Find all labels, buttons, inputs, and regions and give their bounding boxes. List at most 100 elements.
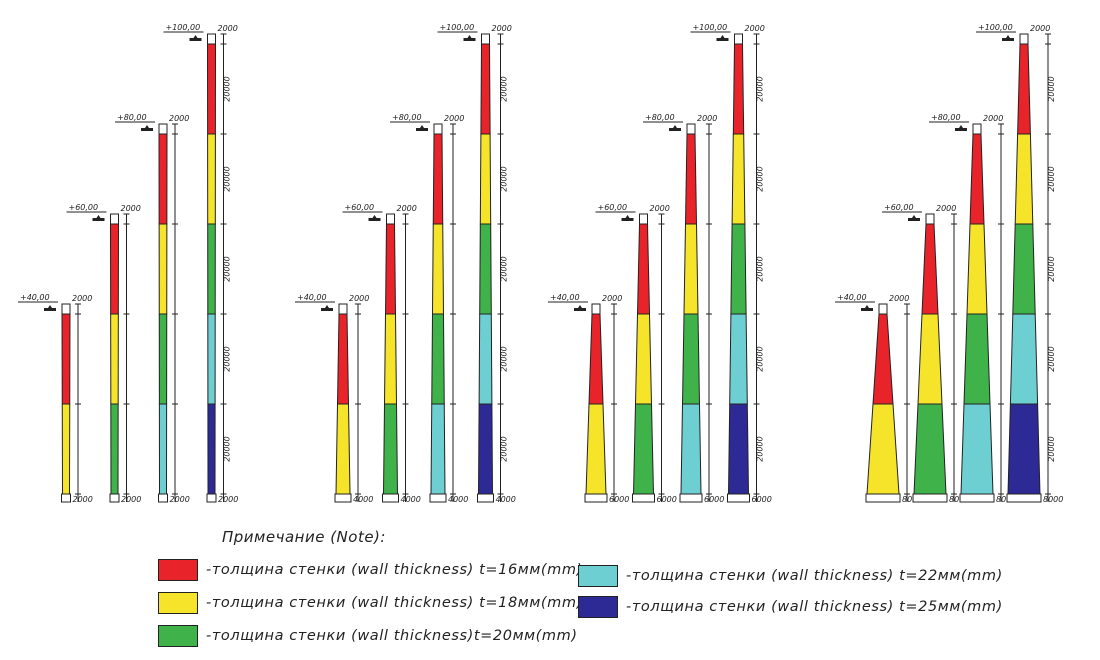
elevation-label: +60,00 [598,203,628,212]
tower-4000-+40,00: 4000 +40,00 2000 [295,293,373,504]
tower-segment-t20 [681,313,701,405]
tower-base-stub [584,493,608,503]
legend-swatch-t22 [578,565,618,587]
top-dim-label: 2000 [444,114,464,123]
tower-segment-t16 [732,43,745,135]
elevation-marker-base [321,308,333,311]
top-dim-label: 2000 [349,294,369,303]
tower-4000-+100,00: 4000 +100,00 2000 20000 20000 20000 20000 20000 [437,23,516,504]
tower-base-stub [727,493,750,503]
base-width-label: 8000 [902,495,922,504]
tower-segment-t18 [1014,133,1034,225]
tower-segment-t18 [731,133,746,225]
legend-label-t18: -толщина стенки (wall thickness) t=18мм(… [206,595,583,611]
tower-segment-t22 [478,313,493,405]
tower-segment-t20 [207,223,216,315]
elevation-label: +100,00 [978,23,1013,32]
elevation-label: +40,00 [837,293,867,302]
segment-dim-label: 20000 [223,346,232,371]
tower-segment-t18 [158,223,168,315]
top-dim-label: 2000 [169,114,189,123]
elevation-label: +100,00 [693,23,728,32]
base-width-label: 2000 [218,495,238,504]
tower-4000-+60,00: 4000 +60,00 2000 [342,203,421,504]
tower-segment-t16 [158,133,168,225]
tower-segment-t18 [110,313,119,405]
tower-2000-+80,00: 2000 +80,00 2000 [115,113,190,504]
tower-cap [686,123,696,135]
tower-base-stub [679,493,703,503]
legend-label-t25: -толщина стенки (wall thickness) t=25мм(… [626,599,1003,615]
tower-cap [158,123,168,135]
tower-cap [1019,33,1029,45]
top-dim-label: 2000 [983,114,1003,123]
segment-dim-label: 20000 [223,256,232,281]
tower-6000-+80,00: 6000 +80,00 2000 [643,113,724,504]
base-width-label: 4000 [496,495,516,504]
tower-segment-t20 [1012,223,1036,315]
tower-6000-+100,00: 6000 +100,00 2000 20000 20000 20000 20000 20000 [690,23,772,504]
tower-segment-t18 [966,223,988,315]
top-dim-label: 2000 [492,24,512,33]
tower-base-stub [477,493,494,503]
tower-base-stub [206,493,217,503]
tower-segment-t22 [158,403,168,495]
tower-segment-t25 [727,403,750,495]
elevation-marker-base [141,128,153,131]
tower-segment-t20 [730,223,747,315]
tower-8000-+100,00: 8000 +100,00 2000 20000 20000 20000 20000 20000 [976,23,1063,504]
top-dim-label: 2000 [889,294,909,303]
tower-segment-t16 [336,313,350,405]
tower-segment-t20 [479,223,492,315]
elevation-marker-base [955,128,967,131]
segment-dim-label: 20000 [223,436,232,461]
elevation-label: +80,00 [117,113,147,122]
elevation-marker-base [368,218,381,221]
tower-segment-t20 [632,403,655,495]
top-dim-label: 2000 [602,294,622,303]
base-width-label: 2000 [73,495,93,504]
tower-cap [338,303,348,315]
legend-label-t22: -толщина стенки (wall thickness) t=22мм(… [626,568,1003,584]
base-width-label: 4000 [448,495,468,504]
base-width-label: 8000 [996,495,1016,504]
tower-segment-t16 [61,313,71,405]
elevation-marker-base [574,308,586,311]
top-dim-label: 2000 [72,294,92,303]
top-dim-label: 2000 [1030,24,1050,33]
tower-segment-t16 [109,223,120,315]
elevation-label: +80,00 [645,113,675,122]
base-width-label: 2000 [170,495,190,504]
top-dim-label: 2000 [745,24,765,33]
top-dim-label: 2000 [697,114,717,123]
tower-base-stub [865,493,901,503]
segment-dim-label: 20000 [223,166,232,191]
tower-group-8000: 8000 +40,00 2000 8000 +60,00 2000 8000 +80,00 20… [835,23,1063,504]
tower-segment-t20 [431,313,445,405]
elevation-label: +60,00 [69,203,99,212]
legend-swatch-t20 [158,625,198,647]
tower-segment-t22 [430,403,446,495]
tower-segment-t16 [588,313,604,405]
tower-segment-t18 [431,223,445,315]
elevation-marker-base [1002,38,1014,41]
tower-base-stub [158,493,168,503]
tower-segment-t22 [207,313,216,405]
tower-base-stub [61,493,71,503]
segment-dim-label: 20000 [1047,346,1056,371]
segment-dim-label: 20000 [1047,436,1056,461]
elevation-marker-base [621,218,634,221]
tower-segment-t18 [383,313,398,405]
tower-segment-t16 [432,133,444,225]
segment-dim-label: 20000 [500,76,509,101]
tower-segment-t20 [158,313,168,405]
base-width-label: 6000 [704,495,724,504]
tower-cap [386,213,395,225]
tower-base-stub [109,493,120,503]
tower-6000-+40,00: 6000 +40,00 2000 [548,293,629,504]
segment-dim-label: 20000 [756,346,765,371]
top-dim-label: 2000 [218,24,238,33]
segment-dim-label: 20000 [756,166,765,191]
elevation-label: +80,00 [392,113,422,122]
